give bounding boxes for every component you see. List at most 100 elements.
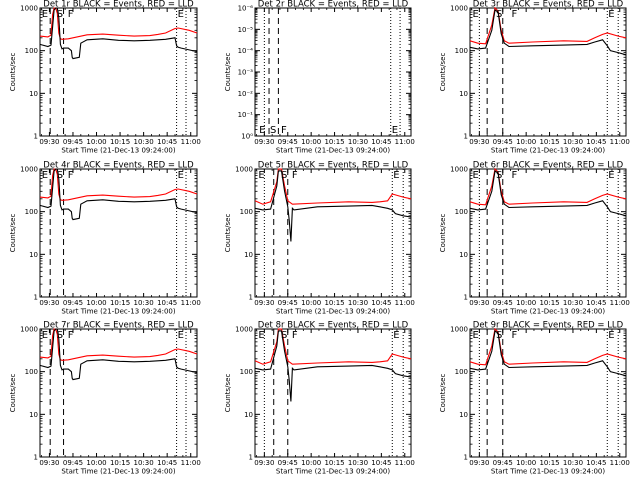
panel-det-6: Det 6r BLACK = Events, RED = LLD Start Ti… (439, 161, 630, 316)
event-marker-label: S (57, 170, 63, 181)
panel-det-3: Det 3r BLACK = Events, RED = LLD Start Ti… (439, 0, 630, 155)
event-marker-label: E (473, 170, 479, 181)
x-axis-label: Start Time (21-Dec-13 09:24:00) (61, 308, 175, 316)
plot-frame (39, 168, 198, 298)
event-marker-label: F (292, 330, 298, 341)
y-tick-label: 10 (459, 90, 468, 98)
y-axis-label: Counts/sec (9, 214, 17, 253)
y-tick-label: 1000 (450, 166, 468, 174)
x-tick-label: 11:00 (181, 459, 201, 467)
y-axis-label: Counts/sec (439, 214, 447, 253)
x-tick-label: 10:30 (134, 299, 154, 307)
event-marker-label: E (258, 330, 264, 341)
y-tick-label: 100 (455, 47, 468, 55)
plot-frame (469, 7, 627, 137)
panel-title: Det 4r BLACK = Events, RED = LLD (43, 161, 194, 171)
y-tick-label: 1000 (450, 326, 468, 334)
y-tick-label: 10⁻⁵ (238, 26, 254, 34)
x-tick-label: 10:15 (539, 459, 559, 467)
x-tick-label: 10:00 (516, 299, 536, 307)
x-tick-label: 11:00 (395, 138, 415, 146)
lld-series-line (254, 328, 412, 365)
x-tick-label: 10:00 (86, 299, 106, 307)
x-tick-label: 11:00 (610, 299, 630, 307)
y-axis-label: Counts/sec (439, 53, 447, 92)
y-tick-label: 10 (244, 411, 253, 419)
x-tick-label: 10:45 (586, 459, 606, 467)
lld-series-line (39, 168, 198, 201)
plot-frame (39, 7, 198, 137)
events-series-line (39, 168, 198, 221)
event-marker-label: S (57, 330, 63, 341)
y-tick-label: 100 (25, 368, 38, 376)
x-tick-label: 09:45 (63, 138, 83, 146)
x-tick-label: 09:30 (254, 138, 274, 146)
x-tick-label: 09:30 (254, 299, 274, 307)
event-marker-label: F (281, 125, 287, 136)
x-tick-label: 09:45 (493, 299, 513, 307)
x-tick-label: 09:30 (469, 299, 489, 307)
lld-series-line (39, 328, 198, 361)
y-tick-label: 10⁻³ (238, 69, 254, 77)
plot-frame (39, 328, 198, 458)
y-tick-label: 10 (459, 251, 468, 259)
x-tick-label: 10:45 (586, 138, 606, 146)
plot-frame (469, 168, 627, 298)
x-tick-label: 10:00 (301, 138, 321, 146)
y-tick-label: 10 (244, 251, 253, 259)
x-tick-label: 11:00 (395, 299, 415, 307)
event-marker-label: F (68, 170, 74, 181)
event-marker-label: F (68, 330, 74, 341)
x-tick-label: 09:30 (39, 459, 59, 467)
x-tick-label: 09:45 (278, 299, 298, 307)
event-marker-label: E (178, 170, 184, 181)
lld-series-line (469, 6, 627, 45)
x-tick-label: 11:00 (610, 459, 630, 467)
events-series-line (39, 328, 198, 381)
x-axis-label: Start Time (21-Dec-13 09:24:00) (491, 308, 605, 316)
event-marker-label: E (608, 170, 614, 181)
x-tick-label: 10:30 (563, 459, 583, 467)
x-axis-label: Start Time (21-Dec-13 09:24:00) (61, 147, 175, 155)
lld-series-line (254, 168, 412, 205)
x-tick-label: 09:45 (278, 459, 298, 467)
x-tick-label: 10:15 (110, 299, 130, 307)
panel-det-1: Det 1r BLACK = Events, RED = LLD Start Ti… (9, 0, 201, 155)
y-tick-label: 1 (249, 454, 253, 462)
x-tick-label: 09:30 (39, 299, 59, 307)
event-marker-label: S (281, 330, 287, 341)
y-axis-label: Counts/sec (224, 374, 232, 413)
lld-series-line (469, 167, 627, 206)
y-tick-label: 1 (464, 133, 468, 141)
x-tick-label: 10:15 (539, 138, 559, 146)
x-tick-label: 10:30 (348, 299, 368, 307)
panel-det-2: Det 2r BLACK = Events, RED = LLD Start Ti… (224, 0, 415, 155)
event-marker-label: E (178, 330, 184, 341)
event-marker-label: E (473, 330, 479, 341)
x-tick-label: 10:15 (110, 138, 130, 146)
y-tick-label: 100 (240, 368, 253, 376)
y-axis-label: Counts/sec (224, 214, 232, 253)
panel-det-4: Det 4r BLACK = Events, RED = LLD Start Ti… (9, 161, 201, 316)
event-marker-label: E (608, 330, 614, 341)
event-marker-label: F (68, 9, 74, 20)
y-tick-label: 1 (34, 133, 38, 141)
event-marker-label: S (496, 170, 502, 181)
event-marker-label: E (259, 125, 265, 136)
x-tick-label: 10:45 (586, 299, 606, 307)
y-tick-label: 100 (455, 208, 468, 216)
events-series-line (469, 330, 627, 377)
event-marker-label: F (512, 9, 518, 20)
panel-title: Det 9r BLACK = Events, RED = LLD (473, 321, 624, 331)
y-tick-label: 100 (25, 47, 38, 55)
event-marker-label: E (178, 9, 184, 20)
panel-det-7: Det 7r BLACK = Events, RED = LLD Start Ti… (9, 321, 201, 476)
x-tick-label: 10:15 (324, 299, 344, 307)
x-tick-label: 10:15 (539, 299, 559, 307)
x-tick-label: 10:00 (301, 299, 321, 307)
x-tick-label: 10:30 (134, 459, 154, 467)
events-series-line (39, 7, 198, 60)
x-tick-label: 09:45 (63, 459, 83, 467)
events-series-line (254, 330, 412, 402)
